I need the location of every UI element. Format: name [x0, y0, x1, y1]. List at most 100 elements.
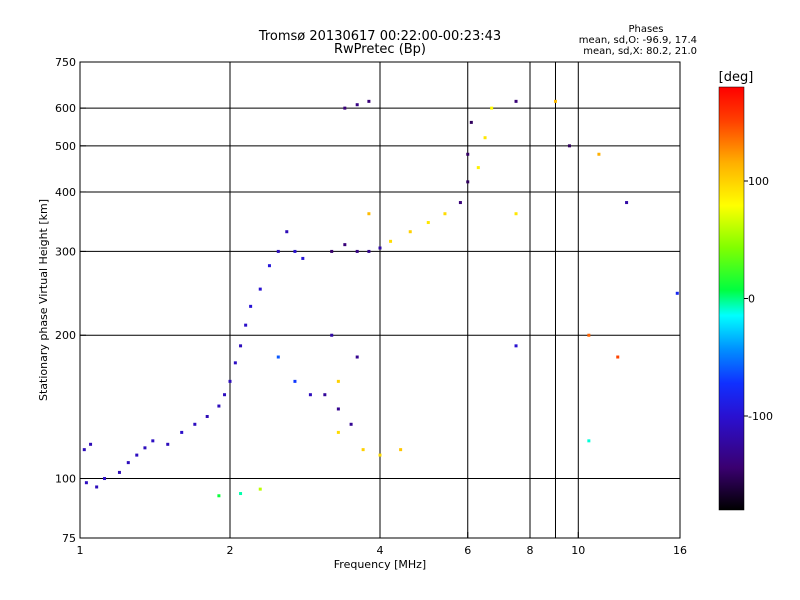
y-tick-label: 750 — [55, 56, 76, 69]
data-point — [378, 246, 382, 250]
x-axis-label: Frequency [MHz] — [334, 558, 426, 571]
chart-title: Tromsø 20130617 00:22:00-00:23:43 — [258, 29, 501, 44]
data-point — [378, 453, 382, 457]
data-point — [151, 439, 155, 443]
data-point — [458, 201, 462, 205]
data-point — [675, 291, 679, 295]
phase-info-x: mean, sd,X: 80.2, 21.0 — [583, 46, 697, 57]
data-point — [514, 212, 518, 216]
x-tick-label: 6 — [464, 544, 471, 557]
x-tick-label: 4 — [377, 544, 384, 557]
data-point — [587, 333, 591, 337]
data-point — [239, 492, 243, 496]
data-point — [408, 230, 412, 234]
data-point — [84, 481, 88, 485]
data-point — [336, 430, 340, 434]
data-point — [249, 304, 253, 308]
data-point — [355, 249, 359, 253]
phase-info-o: mean, sd,O: -96.9, 17.4 — [579, 35, 697, 46]
data-point — [180, 430, 184, 434]
y-tick-label: 200 — [55, 329, 76, 342]
data-point — [323, 393, 327, 397]
x-tick-label: 8 — [527, 544, 534, 557]
data-point — [233, 361, 237, 365]
data-point — [355, 355, 359, 359]
data-point — [330, 249, 334, 253]
data-point — [616, 355, 620, 359]
data-point — [285, 230, 289, 234]
data-point — [349, 422, 353, 426]
data-point — [89, 442, 93, 446]
colorbar-tick-label: -100 — [748, 410, 773, 423]
data-point — [276, 355, 280, 359]
y-tick-label: 300 — [55, 245, 76, 258]
data-point — [258, 487, 262, 491]
colorbar-tick-label: 100 — [748, 175, 769, 188]
data-point — [553, 99, 557, 103]
colorbar — [718, 86, 745, 511]
data-point — [239, 344, 243, 348]
data-point — [301, 256, 305, 260]
data-point — [343, 243, 347, 247]
data-point — [82, 448, 86, 452]
data-point — [267, 264, 271, 268]
data-point — [476, 166, 480, 170]
data-point — [514, 99, 518, 103]
data-point — [244, 323, 248, 327]
data-point — [205, 414, 209, 418]
data-point — [367, 99, 371, 103]
data-point — [361, 448, 365, 452]
data-points — [82, 99, 679, 498]
y-tick-label: 75 — [62, 532, 76, 545]
y-tick-label: 100 — [55, 473, 76, 486]
data-point — [625, 201, 629, 205]
data-point — [308, 393, 312, 397]
data-point — [355, 103, 359, 107]
data-point — [399, 448, 403, 452]
data-point — [217, 404, 221, 408]
data-point — [336, 407, 340, 411]
data-point — [135, 453, 139, 457]
data-point — [483, 136, 487, 140]
data-point — [490, 106, 494, 110]
data-point — [293, 379, 297, 383]
data-point — [276, 249, 280, 253]
data-point — [367, 249, 371, 253]
data-point — [95, 485, 99, 489]
x-tick-label: 16 — [673, 544, 687, 557]
data-point — [343, 106, 347, 110]
data-point — [367, 212, 371, 216]
data-point — [469, 120, 473, 124]
data-point — [336, 379, 340, 383]
colorbar-label: [deg] — [719, 70, 754, 85]
chart-subtitle: RwPretec (Bp) — [334, 42, 426, 57]
phase-info-title: Phases — [628, 24, 663, 35]
y-tick-label: 500 — [55, 140, 76, 153]
data-point — [587, 439, 591, 443]
y-tick-label: 400 — [55, 186, 76, 199]
data-point — [567, 144, 571, 148]
data-point — [466, 180, 470, 184]
data-point — [193, 422, 197, 426]
data-point — [466, 152, 470, 156]
data-point — [597, 152, 601, 156]
data-point — [217, 494, 221, 498]
x-tick-label: 10 — [571, 544, 585, 557]
data-point — [223, 393, 227, 397]
data-point — [166, 442, 170, 446]
data-point — [330, 333, 334, 337]
x-tick-label: 2 — [227, 544, 234, 557]
data-point — [228, 379, 232, 383]
data-point — [126, 461, 130, 465]
grid — [80, 62, 680, 538]
colorbar-ticks: 100 0 -100 — [744, 175, 773, 423]
data-point — [258, 287, 262, 291]
colorbar-tick-label: 0 — [748, 293, 755, 306]
data-point — [514, 344, 518, 348]
y-axis-label: Stationary phase Virtual Height [km] — [37, 199, 50, 401]
data-point — [293, 249, 297, 253]
y-tick-label: 600 — [55, 102, 76, 115]
data-point — [103, 477, 107, 481]
data-point — [443, 212, 447, 216]
